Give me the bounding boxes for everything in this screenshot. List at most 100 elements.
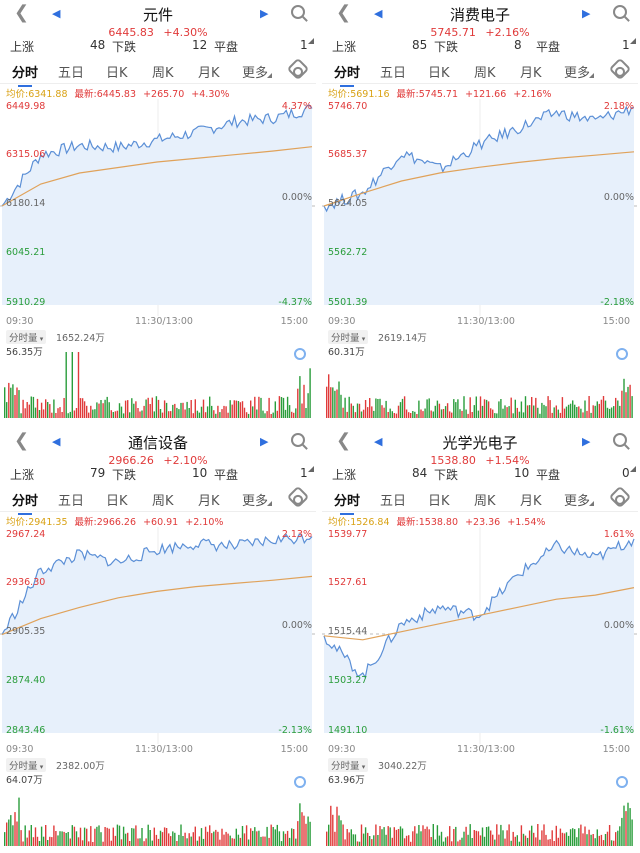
tab-daily-k[interactable]: 日K — [106, 494, 128, 509]
volume-bar — [184, 409, 186, 418]
tab-five-day[interactable]: 五日 — [58, 494, 85, 509]
prev-arrow-icon[interactable]: ◀ — [374, 435, 383, 448]
tab-daily-k[interactable]: 日K — [428, 66, 450, 81]
tab-weekly-k[interactable]: 周K — [474, 66, 496, 81]
change-percent: +4.30% — [163, 26, 208, 39]
back-icon[interactable]: ❮ — [14, 2, 30, 23]
intraday-chart[interactable]: 6449.98 6315.06 6180.14 6045.21 5910.29 … — [0, 99, 316, 316]
volume-bar — [118, 403, 121, 418]
volume-bar — [383, 827, 385, 846]
next-arrow-icon[interactable]: ▶ — [582, 435, 591, 448]
settings-icon[interactable] — [608, 57, 632, 81]
stock-panel-1: ❮ ◀ 消费电子 ▶ 5745.71 +2.16% 上涨 85 下跌 8 平盘 … — [322, 0, 638, 426]
intraday-chart[interactable]: 5746.70 5685.37 5624.05 5562.72 5501.39 … — [322, 99, 638, 316]
next-arrow-icon[interactable]: ▶ — [260, 435, 269, 448]
next-arrow-icon[interactable]: ▶ — [582, 7, 591, 20]
volume-bar — [124, 833, 127, 846]
refresh-icon[interactable] — [616, 776, 628, 788]
price-area — [324, 538, 634, 733]
volume-type-select[interactable]: 分时量 — [6, 330, 47, 344]
volume-bar — [594, 838, 596, 846]
volume-bar — [531, 397, 533, 418]
search-icon[interactable] — [291, 5, 305, 19]
intraday-chart[interactable]: 1539.77 1527.61 1515.44 1503.27 1491.10 … — [322, 527, 638, 744]
volume-bar — [463, 831, 465, 846]
volume-bar — [563, 408, 566, 418]
volume-bar — [469, 397, 471, 418]
volume-bar — [545, 834, 547, 846]
tab-monthly-k[interactable]: 月K — [198, 494, 220, 509]
volume-bar — [106, 396, 108, 418]
back-icon[interactable]: ❮ — [336, 2, 352, 23]
refresh-icon[interactable] — [616, 348, 628, 360]
tab-daily-k[interactable]: 日K — [428, 494, 450, 509]
tab-weekly-k[interactable]: 周K — [152, 494, 174, 509]
average-line — [323, 587, 635, 641]
refresh-icon[interactable] — [294, 348, 306, 360]
refresh-icon[interactable] — [294, 776, 306, 788]
volume-bar — [239, 402, 242, 418]
volume-bar — [143, 841, 145, 846]
more-dropdown-icon — [589, 501, 594, 506]
volume-bar — [408, 835, 410, 846]
down-count: 10 — [192, 466, 208, 480]
back-icon[interactable]: ❮ — [336, 430, 352, 451]
volume-bar — [77, 837, 80, 846]
volume-bar — [514, 836, 516, 846]
volume-bar — [584, 400, 586, 418]
tab-five-day[interactable]: 五日 — [380, 66, 407, 81]
back-icon[interactable]: ❮ — [14, 430, 30, 451]
volume-bar — [621, 390, 623, 418]
volume-bar — [401, 828, 404, 846]
search-icon[interactable] — [613, 433, 627, 447]
volume-bars-svg — [326, 802, 633, 846]
tab-five-day[interactable]: 五日 — [58, 66, 85, 81]
search-icon[interactable] — [291, 433, 305, 447]
tab-monthly-k[interactable]: 月K — [520, 494, 542, 509]
tab-more[interactable]: 更多 — [564, 494, 591, 509]
tab-intraday[interactable]: 分时 — [334, 490, 360, 515]
prev-arrow-icon[interactable]: ◀ — [52, 435, 61, 448]
intraday-chart[interactable]: 2967.24 2936.30 2905.35 2874.40 2843.46 … — [0, 527, 316, 744]
volume-bar — [383, 407, 385, 418]
volume-bar — [104, 399, 106, 418]
y-label-lower: 5562.72 — [328, 247, 368, 258]
volume-bar — [88, 412, 90, 418]
tab-monthly-k[interactable]: 月K — [198, 66, 220, 81]
settings-icon[interactable] — [286, 485, 310, 509]
prev-arrow-icon[interactable]: ◀ — [52, 7, 61, 20]
volume-type-select[interactable]: 分时量 — [328, 330, 369, 344]
volume-bar — [303, 384, 305, 418]
tab-weekly-k[interactable]: 周K — [152, 66, 174, 81]
volume-bar — [303, 815, 305, 846]
volume-bar — [12, 384, 14, 418]
volume-bar — [539, 839, 541, 846]
tab-monthly-k[interactable]: 月K — [520, 66, 542, 81]
tab-five-day[interactable]: 五日 — [380, 494, 407, 509]
volume-bar — [65, 352, 67, 418]
tab-intraday[interactable]: 分时 — [334, 62, 360, 87]
settings-icon[interactable] — [286, 57, 310, 81]
volume-bar — [551, 412, 553, 418]
volume-bar — [627, 802, 629, 846]
tab-more[interactable]: 更多 — [564, 66, 591, 81]
volume-bar — [379, 826, 381, 846]
volume-bar — [61, 831, 63, 846]
tab-daily-k[interactable]: 日K — [106, 66, 128, 81]
price-info-row: 均价:6341.88 最新:6445.83 +265.70 +4.30% — [0, 86, 316, 100]
prev-arrow-icon[interactable]: ◀ — [374, 7, 383, 20]
time-label-midday: 11:30/13:00 — [135, 744, 193, 755]
tab-intraday[interactable]: 分时 — [12, 62, 38, 87]
volume-type-select[interactable]: 分时量 — [328, 758, 369, 772]
settings-icon[interactable] — [608, 485, 632, 509]
volume-type-select[interactable]: 分时量 — [6, 758, 47, 772]
tab-weekly-k[interactable]: 周K — [474, 494, 496, 509]
volume-bar — [608, 825, 611, 846]
volume-bar — [202, 399, 205, 418]
volume-bar — [309, 368, 311, 418]
search-icon[interactable] — [613, 5, 627, 19]
tab-more[interactable]: 更多 — [242, 494, 269, 509]
tab-more[interactable]: 更多 — [242, 66, 269, 81]
tab-intraday[interactable]: 分时 — [12, 490, 38, 515]
next-arrow-icon[interactable]: ▶ — [260, 7, 269, 20]
